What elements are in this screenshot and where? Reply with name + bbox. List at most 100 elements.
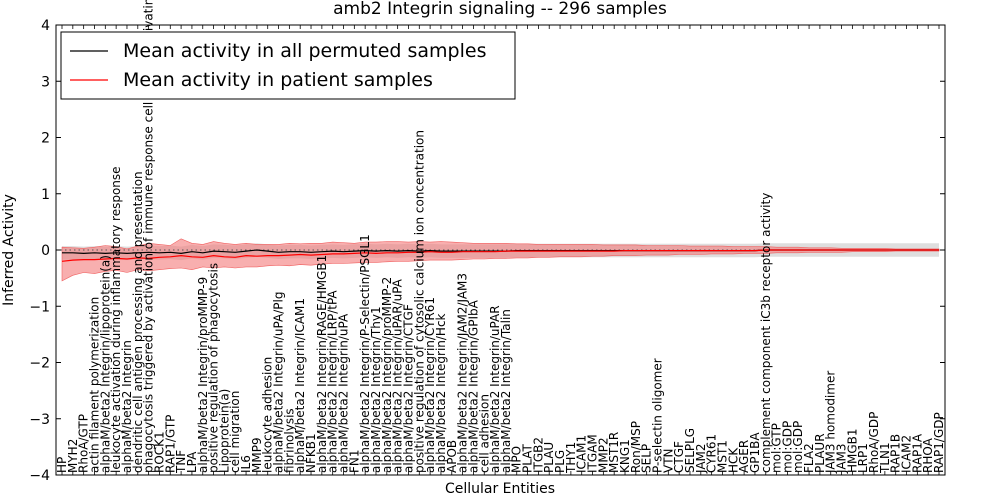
entity-label: FLA2 bbox=[802, 443, 816, 473]
entity-label: SELPLG bbox=[683, 428, 697, 473]
entity-label: MST1R bbox=[607, 432, 621, 473]
entity-label: alphaM/beta2 Integrin/JAM2/JAM3 bbox=[456, 273, 470, 473]
entity-label: dendritic cell antigen processing and pr… bbox=[131, 171, 145, 473]
entity-label: alphaM/beta2 Integrin/Talin bbox=[499, 309, 513, 473]
y-axis-title: Inferred Activity bbox=[1, 194, 17, 306]
legend-label-permuted: Mean activity in all permuted samples bbox=[123, 40, 486, 62]
entity-label: PLAU bbox=[542, 442, 556, 473]
entity-label: cell adhesion bbox=[477, 394, 491, 473]
entity-label: alphaM/beta2 Integrin/RAGE/HMGB1 bbox=[315, 255, 329, 473]
entity-label: ITGAM bbox=[586, 434, 600, 473]
x-axis-title: Cellular Entities bbox=[445, 481, 555, 497]
y-tick-label: −4 bbox=[29, 468, 50, 484]
entity-label: JAM3 bbox=[835, 443, 849, 474]
entity-label: VTN bbox=[661, 448, 675, 473]
entity-label: alphaM/beta2 Integrin/GPIbA bbox=[466, 299, 480, 473]
entity-label: CTGF bbox=[672, 441, 686, 473]
entity-label: alphaM/beta2 Integrin/LRP/tPA bbox=[326, 290, 340, 473]
chart-title: amb2 Integrin signaling -- 296 samples bbox=[333, 0, 667, 19]
entity-label: RHOA bbox=[921, 437, 935, 473]
entity-label: cell migration bbox=[228, 391, 242, 473]
entity-label: CYR61 bbox=[705, 434, 719, 473]
y-tick-label: 0 bbox=[41, 243, 50, 259]
entity-label: NFKB1 bbox=[304, 433, 318, 473]
entity-label: THY1 bbox=[564, 442, 578, 474]
entity-label: alphaM/beta2 Integrin/ICAM1 bbox=[293, 298, 307, 473]
entity-label: FN1 bbox=[347, 449, 361, 473]
entity-label: alphaM/beta2 Integrin/uPAR/uPA bbox=[391, 278, 405, 473]
entity-label: mol:GTP bbox=[770, 423, 784, 473]
entity-label: AGER bbox=[737, 440, 751, 473]
entity-label: complement component iC3b receptor activ… bbox=[759, 193, 773, 473]
entity-label: MPO bbox=[510, 446, 524, 473]
entity-label: MYH2 bbox=[66, 439, 80, 473]
entity-label: alphaM/beta2 Integrin/Hck bbox=[434, 313, 448, 473]
entity-label: HP bbox=[55, 457, 69, 473]
entity-label: HMGB1 bbox=[845, 428, 859, 473]
entity-label: alphaM/beta2 Integrin/uPA bbox=[337, 313, 351, 473]
entity-label: TNF bbox=[174, 450, 188, 474]
entity-label: PLG bbox=[553, 450, 567, 473]
entity-label: RhoA/GDP bbox=[867, 412, 881, 473]
entity-label: alphaM/beta2 Integrin/lipoprotein(a) bbox=[98, 255, 112, 473]
y-tick-label: 3 bbox=[41, 74, 50, 90]
entity-label: leukocyte activation during inflammatory… bbox=[109, 166, 123, 473]
entity-label: mol:GDP bbox=[791, 421, 805, 473]
entity-label: Ron/MSP bbox=[629, 421, 643, 473]
entity-label: phagocytosis triggered by activation of … bbox=[142, 0, 156, 473]
entity-label: ICAM1 bbox=[575, 435, 589, 473]
y-tick-label: 4 bbox=[41, 18, 50, 34]
entity-label: RhoA/GTP bbox=[77, 414, 91, 473]
entity-label: ICAM2 bbox=[900, 435, 914, 473]
entity-label: actin filament polymerization bbox=[88, 297, 102, 473]
legend-box bbox=[60, 31, 516, 100]
y-tick-label: 2 bbox=[41, 131, 50, 147]
entity-label: IL6 bbox=[239, 455, 253, 473]
entity-label: PLAT bbox=[521, 444, 535, 473]
y-tick-label: −3 bbox=[29, 412, 50, 428]
entity-label: positive regulation of phagocytosis bbox=[207, 263, 221, 473]
entity-label: GP1BA bbox=[748, 432, 762, 473]
patient-mean-line bbox=[61, 249, 939, 262]
entity-label: MMP2 bbox=[596, 437, 610, 473]
entity-label: RAP1/GDP bbox=[932, 412, 946, 473]
y-tick-label: −2 bbox=[29, 356, 50, 372]
entity-label: ROCK1 bbox=[152, 431, 166, 473]
entity-label: alphaM/beta2 Integrin/uPAR bbox=[488, 305, 502, 473]
entity-label: HCK bbox=[726, 447, 740, 473]
entity-label: APOB bbox=[445, 440, 459, 473]
legend: Mean activity in all permuted samples Me… bbox=[60, 31, 516, 100]
legend-label-patient: Mean activity in patient samples bbox=[123, 69, 433, 91]
entity-label: P-selectin oligomer bbox=[651, 358, 665, 473]
entity-label: MST1 bbox=[716, 440, 730, 473]
entity-label: alphaM/beta2 Integrin/P-Selectin/PSGL1 bbox=[358, 234, 372, 473]
entity-label: SELP bbox=[640, 444, 654, 473]
entity-label: MMP9 bbox=[250, 437, 264, 473]
entity-label: alphaM/beta2 Integrin/CTGF bbox=[402, 304, 416, 473]
entity-label: RAP1/GTP bbox=[163, 415, 177, 473]
entity-label: JAM2 bbox=[694, 443, 708, 474]
entity-label: leukocyte adhesion bbox=[261, 357, 275, 473]
entity-label: TLN1 bbox=[878, 442, 892, 474]
entity-label: mol:GDP bbox=[780, 421, 794, 473]
entity-label: alphaM/beta2 Integrin/CYR61 bbox=[423, 297, 437, 473]
entity-label: alphaM/beta2 Integrin/uPA/Plg bbox=[272, 292, 286, 473]
y-tick-label: 1 bbox=[41, 187, 50, 203]
entity-label: alphaM/beta2 Integrin/Thy1 bbox=[369, 306, 383, 473]
entity-label: Lipoprotein(a) bbox=[217, 389, 231, 473]
entity-label: alphaM/beta2 Integrin/proMMP-9 bbox=[196, 277, 210, 473]
entity-label: KNG1 bbox=[618, 439, 632, 473]
entity-label: fibrinolysis bbox=[282, 408, 296, 473]
entity-label: LRP1 bbox=[856, 443, 870, 473]
entity-label: alphaM/beta2 Integrin/proMMP-2 bbox=[380, 277, 394, 473]
entity-label: JAM3 homodimer bbox=[824, 371, 838, 474]
entity-label: LPA bbox=[185, 451, 199, 473]
entity-label: RAP1A bbox=[910, 433, 924, 473]
entity-label: RAP1B bbox=[889, 434, 903, 473]
patient-band bbox=[61, 238, 940, 282]
entity-label: alphaM/beta2 Integrin bbox=[120, 340, 134, 473]
y-tick-label: −1 bbox=[29, 299, 50, 315]
entity-label: PLAUR bbox=[813, 433, 827, 473]
entity-label: positive regulation of cytosolic calcium… bbox=[412, 130, 426, 473]
